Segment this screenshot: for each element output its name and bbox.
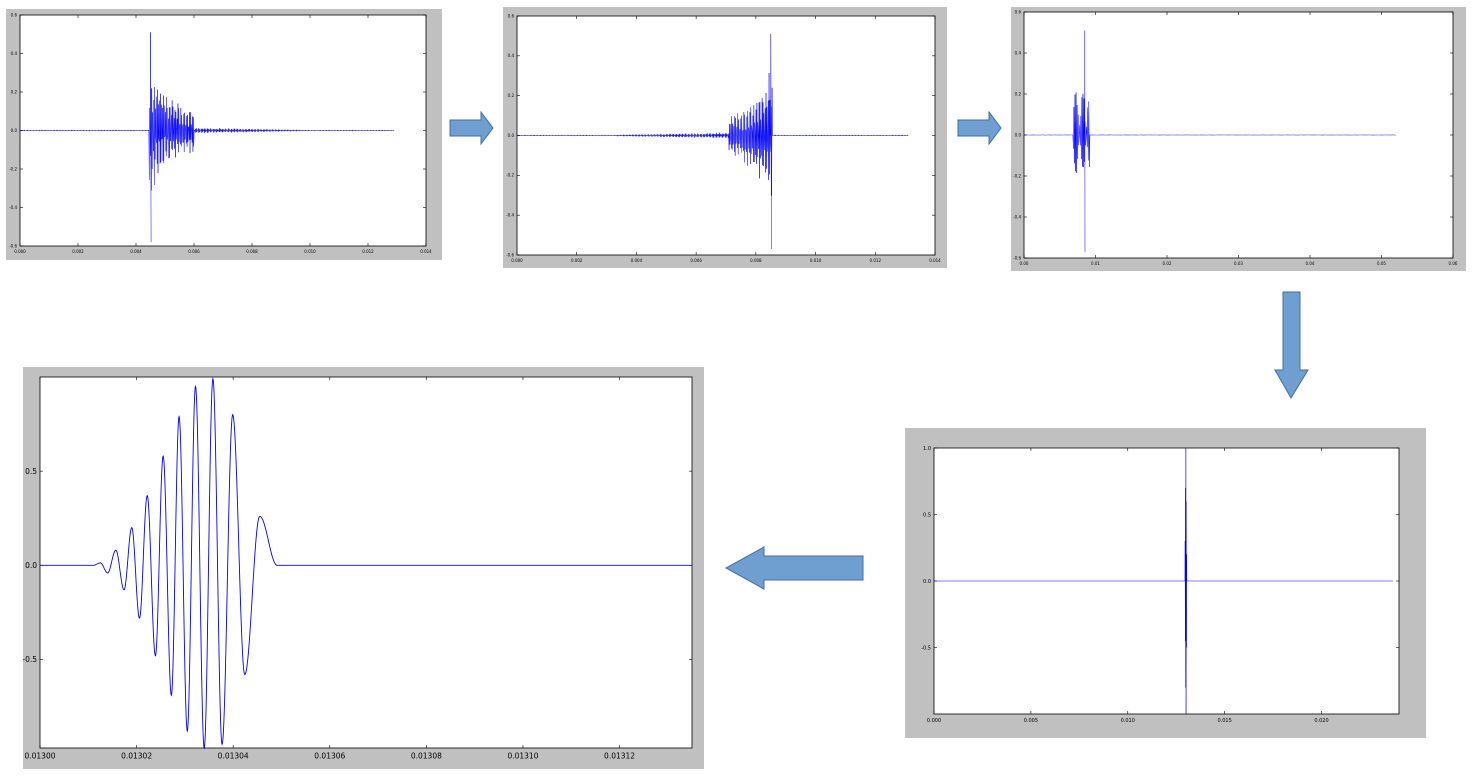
y-tick-label: 0.0 [508, 133, 515, 138]
y-tick-label: -0.4 [506, 213, 514, 218]
down-arrow-icon [1274, 291, 1309, 399]
x-tick-label: 0.02 [1163, 261, 1172, 266]
signal-line [1023, 30, 1396, 252]
x-tick-label: 0.004 [631, 258, 643, 263]
y-tick-label: 0.4 [508, 53, 515, 58]
x-tick-label: 0.002 [571, 258, 583, 263]
y-tick-label: 0.2 [1015, 91, 1022, 96]
y-tick-label: -0.5 [23, 655, 37, 664]
right-arrow-icon [957, 111, 1002, 146]
x-tick-label: 0.006 [690, 258, 702, 263]
x-tick-label: 0.005 [1024, 718, 1038, 724]
x-tick-label: 0.06 [1449, 261, 1458, 266]
y-tick-label: 0.5 [923, 512, 931, 518]
y-tick-label: 0.6 [1015, 9, 1022, 14]
x-tick-label: 0.000 [511, 258, 523, 263]
y-tick-label: 0.2 [11, 89, 18, 94]
plot-panel-5: 0.01300 0.01302 0.01304 0.01306 0.01308 0.013… [23, 367, 704, 769]
x-tick-label: 0.01310 [507, 752, 538, 761]
x-tick-label: 0.000 [14, 249, 26, 254]
x-tick-label: 0.000 [927, 718, 941, 724]
x-tick-label: 0.012 [870, 258, 882, 263]
x-tick-label: 0.01312 [604, 752, 635, 761]
plot-panel-3: 0.00 0.01 0.02 0.03 0.04 0.05 0.06 0.6 0.4 0.2 0.0… [1011, 7, 1466, 271]
signal-line [516, 33, 909, 250]
plot-panel-2: 0.000 0.002 0.004 0.006 0.008 0.010 0.012 0.014… [503, 7, 947, 268]
x-tick-label: 0.015 [1217, 718, 1231, 724]
y-tick-label: -0.4 [9, 205, 17, 210]
y-tick-label: 0.6 [508, 13, 515, 18]
y-tick-label: 0.0 [923, 579, 931, 585]
signal-line [934, 447, 1394, 715]
y-tick-label: 0.2 [508, 93, 515, 98]
y-tick-label: -0.6 [9, 243, 17, 248]
plot-panel-1: 0.000 0.002 0.004 0.006 0.008 0.010 0.012 0.014… [6, 9, 442, 260]
x-tick-label: 0.020 [1314, 718, 1328, 724]
y-tick-label: 0.0 [11, 128, 18, 133]
right-arrow-icon [449, 111, 494, 146]
left-arrow-icon [724, 546, 864, 590]
chart-raw-signal: 0.000 0.002 0.004 0.006 0.008 0.010 0.012 0.014… [9, 12, 432, 254]
chart-zoomed-wavelet: 0.01300 0.01302 0.01304 0.01306 0.01308 0.013… [23, 376, 693, 761]
x-tick-label: 0.010 [810, 258, 822, 263]
y-tick-label: -0.2 [9, 166, 17, 171]
x-tick-label: 0.03 [1234, 261, 1243, 266]
x-tick-label: 0.010 [1121, 718, 1135, 724]
y-tick-label: 0.0 [25, 561, 37, 570]
x-tick-label: 0.04 [1306, 261, 1315, 266]
y-tick-label: 0.4 [1015, 50, 1022, 55]
x-tick-label: 0.002 [72, 249, 84, 254]
chart-long-window: 0.00 0.01 0.02 0.03 0.04 0.05 0.06 0.6 0.4 0.2 0.0… [1013, 9, 1458, 266]
plot-area [39, 376, 693, 749]
chart-impulse: 0.000 0.005 0.010 0.015 0.020 1.0 0.5 0.0 -0.5 [921, 446, 1400, 724]
x-tick-label: 0.004 [130, 249, 142, 254]
y-tick-label: -0.5 [921, 645, 931, 651]
x-tick-label: 0.01308 [411, 752, 442, 761]
y-tick-label: -0.6 [506, 252, 514, 257]
x-tick-label: 0.010 [304, 249, 316, 254]
x-tick-label: 0.008 [750, 258, 762, 263]
x-tick-label: 0.01306 [314, 752, 345, 761]
x-tick-label: 0.012 [362, 249, 374, 254]
y-tick-label: -0.2 [1013, 173, 1021, 178]
y-tick-label: 0.0 [1015, 132, 1022, 137]
signal-line [19, 32, 395, 243]
y-tick-label: -0.6 [1013, 255, 1021, 260]
x-tick-label: 0.01304 [218, 752, 249, 761]
y-tick-label: 0.4 [11, 51, 18, 56]
y-tick-label: -0.2 [506, 173, 514, 178]
x-tick-label: 0.01302 [121, 752, 152, 761]
x-tick-label: 0.014 [420, 249, 432, 254]
signal-line [40, 377, 692, 750]
y-tick-label: -0.4 [1013, 214, 1021, 219]
x-tick-label: 0.00 [1020, 261, 1029, 266]
y-tick-label: 0.6 [11, 12, 18, 17]
x-tick-label: 0.014 [929, 258, 941, 263]
y-tick-label: 1.0 [923, 446, 931, 452]
y-tick-label: 0.5 [25, 467, 37, 476]
x-tick-label: 0.05 [1377, 261, 1386, 266]
x-tick-label: 0.01300 [24, 752, 55, 761]
x-tick-label: 0.008 [246, 249, 258, 254]
plot-panel-4: 0.000 0.005 0.010 0.015 0.020 1.0 0.5 0.0 -0.5 [905, 428, 1426, 738]
x-tick-label: 0.01 [1091, 261, 1100, 266]
x-tick-label: 0.006 [188, 249, 200, 254]
chart-reversed-signal: 0.000 0.002 0.004 0.006 0.008 0.010 0.012 0.014… [506, 13, 941, 263]
